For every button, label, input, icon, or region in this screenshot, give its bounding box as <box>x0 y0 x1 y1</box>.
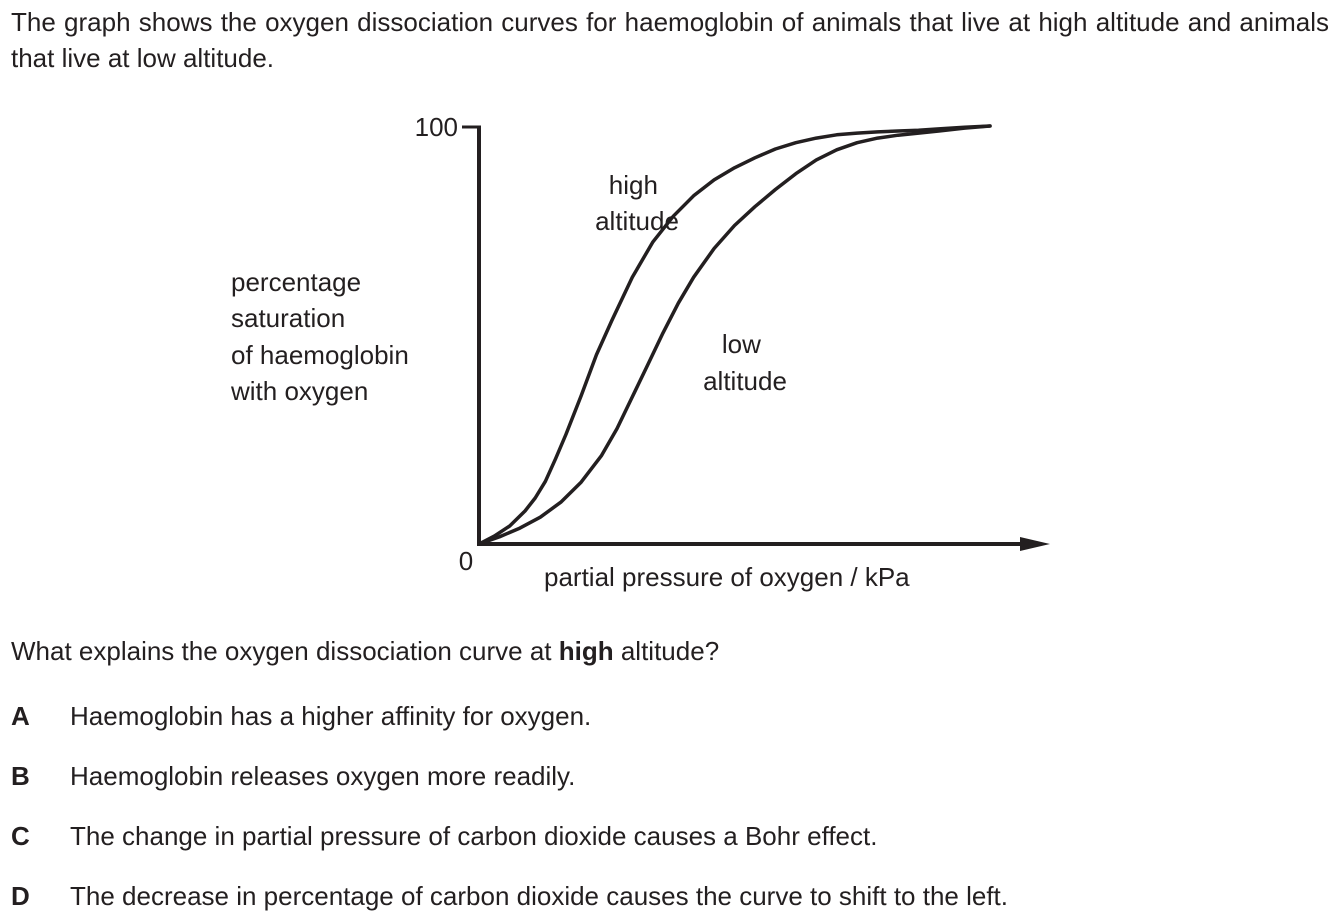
option-letter: C <box>11 821 30 851</box>
x-axis-label: partial pressure of oxygen / kPa <box>544 562 910 592</box>
y-axis-label-line: of haemoglobin <box>231 340 409 370</box>
series-label-high-altitude: high altitude <box>595 170 679 236</box>
x-axis-arrowhead <box>1020 537 1050 551</box>
option-text: The decrease in percentage of carbon dio… <box>70 881 1009 911</box>
question-intro-text: The graph shows the oxygen dissociation … <box>11 7 1329 73</box>
question-text-start: What explains the oxygen dissociation cu… <box>11 636 559 666</box>
option-letter: A <box>11 701 30 731</box>
series-label-line: altitude <box>703 366 787 396</box>
option-letter: B <box>11 761 30 791</box>
curve-low-altitude <box>477 124 992 546</box>
question-text-end: altitude? <box>613 636 720 666</box>
y-tick-label-origin: 0 <box>459 546 473 576</box>
series-label-line: low <box>722 329 761 359</box>
question-emphasis: high <box>558 636 614 666</box>
series-label-line: altitude <box>595 206 679 236</box>
y-axis-label-line: with oxygen <box>230 376 368 406</box>
question-text: What explains the oxygen dissociation cu… <box>11 633 719 669</box>
series-label-low-altitude: low altitude <box>703 329 787 396</box>
y-axis-label: percentage saturation of haemoglobin wit… <box>230 267 416 406</box>
option-text: Haemoglobin has a higher affinity for ox… <box>70 701 592 731</box>
curve-high-altitude <box>477 124 992 546</box>
y-tick-label-max: 100 <box>415 112 458 142</box>
option-text: Haemoglobin releases oxygen more readily… <box>70 761 576 791</box>
option-letter: D <box>11 881 30 911</box>
option-text: The change in partial pressure of carbon… <box>70 821 878 851</box>
y-axis-label-line: percentage <box>231 267 361 297</box>
series-label-line: high <box>609 170 658 200</box>
y-axis-label-line: saturation <box>231 303 345 333</box>
